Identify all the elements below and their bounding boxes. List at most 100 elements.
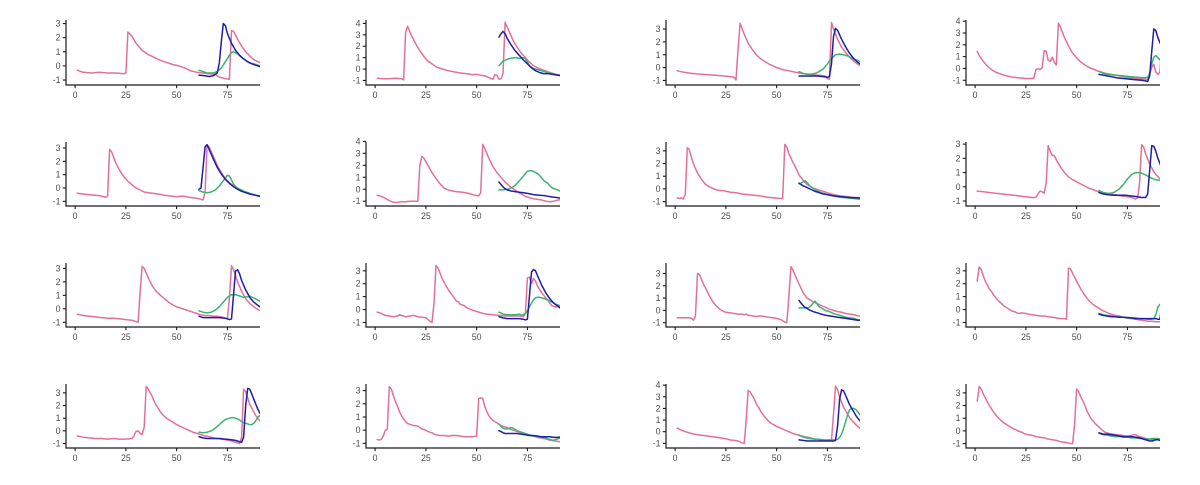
y-tick-label: -1 — [53, 317, 61, 327]
x-tick-label: 25 — [121, 453, 131, 463]
y-tick-label: 3 — [656, 146, 661, 156]
y-tick-label: 1 — [956, 292, 961, 302]
x-tick-label: 50 — [472, 211, 482, 221]
series-forecast-blue — [498, 181, 560, 199]
y-tick-label: 1 — [956, 168, 961, 178]
y-tick-label: 1 — [956, 413, 961, 423]
y-tick-label: 3 — [356, 30, 361, 40]
y-tick-label: 3 — [656, 24, 661, 34]
y-tick-label: 1 — [656, 293, 661, 303]
y-tick-label: 2 — [656, 37, 661, 47]
x-tick-label: 25 — [421, 453, 431, 463]
y-tick-label: -1 — [653, 318, 661, 328]
y-tick-label: 2 — [356, 41, 361, 51]
x-tick-label: 25 — [121, 332, 131, 342]
series-forecast-blue — [798, 27, 860, 79]
x-tick-label: 0 — [973, 332, 978, 342]
series-forecast-green — [798, 179, 860, 201]
y-tick-label: 1 — [356, 292, 361, 302]
axis-lines — [965, 142, 1160, 207]
x-tick-label: 25 — [721, 332, 731, 342]
x-tick-label: 50 — [172, 211, 182, 221]
series-forecast-blue — [498, 430, 560, 439]
y-tick-label: 1 — [656, 415, 661, 425]
x-tick-label: 25 — [421, 211, 431, 221]
series-observed — [76, 29, 260, 81]
x-tick-label: 25 — [721, 90, 731, 100]
series-forecast-green — [498, 296, 560, 317]
y-tick-label: -1 — [53, 196, 61, 206]
x-tick-label: 25 — [1021, 211, 1031, 221]
axis-lines — [365, 142, 560, 207]
y-tick-label: -1 — [953, 196, 961, 206]
x-tick-label: 25 — [1021, 332, 1031, 342]
y-tick-label: 1 — [356, 172, 361, 182]
y-tick-label: 2 — [656, 159, 661, 169]
x-tick-label: 0 — [373, 90, 378, 100]
x-tick-label: 50 — [472, 90, 482, 100]
y-tick-label: 3 — [956, 28, 961, 38]
x-tick-label: 0 — [673, 90, 678, 100]
y-tick-label: 3 — [656, 268, 661, 278]
y-tick-label: -1 — [653, 438, 661, 448]
axis-lines — [965, 263, 1160, 328]
x-tick-label: 0 — [73, 453, 78, 463]
series-observed — [976, 385, 1160, 445]
y-tick-label: 3 — [56, 143, 61, 153]
y-tick-label: -1 — [353, 317, 361, 327]
axis-lines — [965, 20, 1160, 86]
axis-lines — [365, 384, 560, 449]
axis-lines — [65, 20, 260, 86]
x-tick-label: 0 — [73, 332, 78, 342]
y-tick-label: 1 — [356, 53, 361, 63]
x-tick-label: 25 — [1021, 453, 1031, 463]
y-tick-label: 2 — [56, 33, 61, 43]
y-tick-label: 2 — [956, 153, 961, 163]
series-forecast-blue — [798, 182, 860, 199]
y-tick-label: 1 — [56, 413, 61, 423]
y-tick-label: 0 — [956, 426, 961, 436]
y-tick-label: 2 — [356, 399, 361, 409]
y-tick-label: -1 — [53, 439, 61, 449]
y-tick-label: 2 — [656, 403, 661, 413]
y-tick-label: 1 — [56, 170, 61, 180]
x-tick-label: 75 — [1123, 211, 1133, 221]
y-tick-label: 3 — [356, 266, 361, 276]
y-tick-label: 2 — [56, 156, 61, 166]
y-tick-label: 2 — [356, 160, 361, 170]
x-tick-label: 50 — [472, 332, 482, 342]
y-tick-label: 0 — [956, 305, 961, 315]
series-observed — [676, 265, 860, 324]
x-tick-label: 0 — [373, 453, 378, 463]
y-tick-label: 4 — [956, 16, 961, 26]
x-tick-label: 50 — [172, 453, 182, 463]
series-forecast-blue — [198, 143, 260, 198]
y-tick-label: 0 — [56, 183, 61, 193]
y-tick-label: -1 — [653, 197, 661, 207]
y-tick-label: -1 — [53, 75, 61, 85]
y-tick-label: 3 — [656, 392, 661, 402]
series-observed — [376, 143, 560, 204]
y-tick-label: 0 — [356, 425, 361, 435]
series-observed — [676, 21, 860, 81]
x-tick-label: 25 — [721, 453, 731, 463]
x-tick-label: 75 — [1123, 453, 1133, 463]
y-tick-label: -1 — [953, 439, 961, 449]
y-tick-label: 0 — [56, 304, 61, 314]
